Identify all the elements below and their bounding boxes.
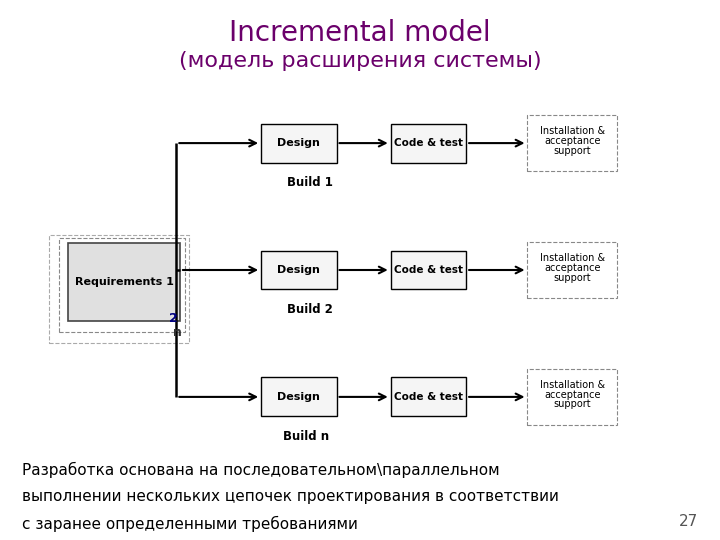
Bar	[261, 377, 337, 416]
Text: Installation &: Installation &	[540, 126, 605, 136]
Bar	[390, 377, 467, 416]
Text: (модель расширения системы): (модель расширения системы)	[179, 51, 541, 71]
Text: Build n: Build n	[283, 430, 329, 443]
Text: Разработка основана на последовательном\параллельном: Разработка основана на последовательном\…	[22, 462, 499, 478]
Text: Build 2: Build 2	[287, 303, 333, 316]
Text: с заранее определенными требованиями: с заранее определенными требованиями	[22, 516, 357, 532]
Bar	[68, 243, 180, 321]
Bar	[261, 251, 337, 289]
Text: Design: Design	[277, 138, 320, 148]
Text: support: support	[554, 273, 591, 282]
Text: 2: 2	[169, 312, 178, 325]
Text: Code & test: Code & test	[394, 138, 463, 148]
Bar	[59, 238, 185, 332]
Text: Incremental model: Incremental model	[229, 19, 491, 47]
Text: Installation &: Installation &	[540, 253, 605, 263]
Bar	[527, 241, 618, 298]
Bar	[527, 368, 618, 426]
Bar	[390, 124, 467, 163]
Text: support: support	[554, 400, 591, 409]
Bar	[527, 115, 618, 172]
Text: acceptance: acceptance	[544, 263, 600, 273]
Text: Design: Design	[277, 265, 320, 275]
Bar	[261, 124, 337, 163]
Text: Build 1: Build 1	[287, 176, 333, 189]
Text: Code & test: Code & test	[394, 392, 463, 402]
Text: Installation &: Installation &	[540, 380, 605, 390]
Text: Code & test: Code & test	[394, 265, 463, 275]
Text: acceptance: acceptance	[544, 136, 600, 146]
Text: Requirements 1: Requirements 1	[75, 277, 174, 287]
Bar	[49, 235, 189, 343]
Text: Design: Design	[277, 392, 320, 402]
Text: support: support	[554, 146, 591, 156]
Bar	[390, 251, 467, 289]
Text: n: n	[174, 326, 182, 339]
Text: выполнении нескольких цепочек проектирования в соответствии: выполнении нескольких цепочек проектиров…	[22, 489, 559, 504]
Text: 27: 27	[679, 514, 698, 529]
Text: acceptance: acceptance	[544, 390, 600, 400]
